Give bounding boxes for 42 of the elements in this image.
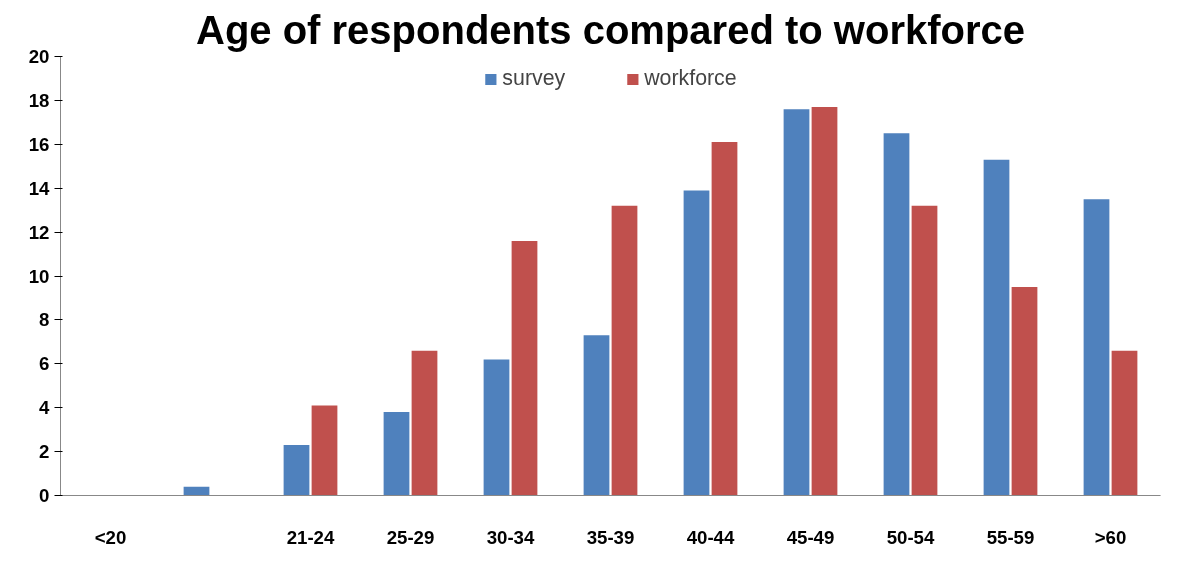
bar [611,205,638,496]
y-tick-label: 18 [28,89,50,111]
bar [711,142,738,496]
bar [783,109,810,496]
bar [511,240,538,496]
bar [583,335,610,496]
y-tick-label: 2 [39,441,50,463]
y-tick-label: 10 [28,265,50,287]
bar [383,412,410,496]
bar [983,159,1010,496]
bar [283,445,310,496]
bar [883,133,910,496]
bar [911,205,938,496]
bar [811,106,838,496]
x-tick-label: 40-44 [686,526,735,548]
bar [1011,286,1038,496]
y-tick-label: 16 [28,133,50,155]
bar [311,405,338,496]
y-tick-label: 8 [39,309,50,331]
bar [1083,199,1110,496]
bar [411,350,438,496]
x-tick-label: 50-54 [886,526,935,548]
x-tick-label: 35-39 [586,526,635,548]
bar [683,190,710,496]
bar [1111,350,1138,496]
legend-label: workforce [644,66,737,91]
x-tick-label: 45-49 [786,526,835,548]
legend-label: survey [502,66,566,91]
y-tick-label: 0 [39,485,50,506]
chart-title: Age of respondents compared to workforce [195,7,1026,52]
y-tick-label: 4 [39,397,51,419]
y-tick-label: 14 [28,177,51,199]
x-tick-label: <20 [94,526,127,548]
x-tick-label: 30-34 [486,526,535,548]
x-tick-label: 25-29 [386,526,435,548]
bar [483,359,510,496]
y-tick-label: 20 [28,46,50,67]
y-tick-label: 6 [39,353,50,375]
x-tick-label: >60 [1094,526,1127,548]
y-tick-label: 12 [28,221,50,243]
x-tick-label: 21-24 [286,526,335,548]
x-tick-label: 55-59 [986,526,1035,548]
